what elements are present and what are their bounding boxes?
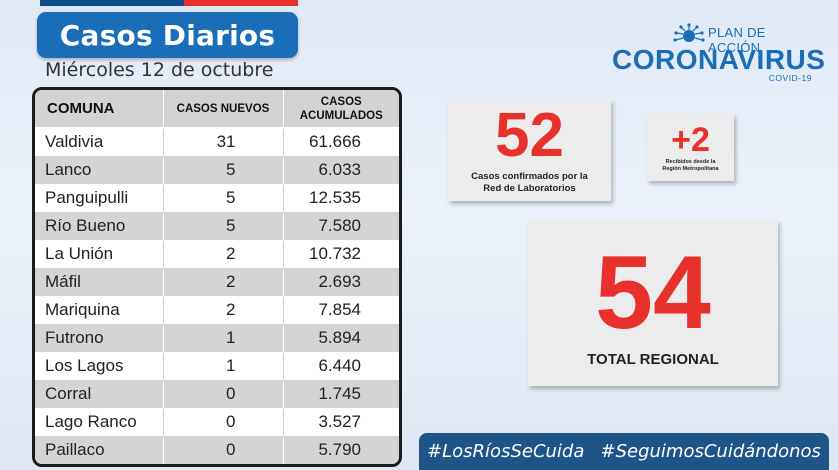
hashtag-losrios: #LosRíosSeCuida: [427, 441, 585, 462]
cell-comuna: Mariquina: [35, 296, 164, 325]
cell-casos-nuevos: 5: [163, 212, 284, 241]
flag-red: [184, 0, 298, 6]
hashtag-bar: #LosRíosSeCuida #SeguimosCuidándonos: [419, 433, 829, 470]
cell-comuna: Los Lagos: [35, 352, 164, 381]
cell-comuna: Lago Ranco: [35, 408, 164, 437]
cell-comuna: Futrono: [35, 324, 164, 353]
coronavirus-logo: PLAN DE ACCIÓN CORONAVIRUS COVID-19: [612, 22, 825, 84]
cell-casos-nuevos: 0: [163, 436, 284, 464]
cell-casos-acumulados: 5.894: [283, 324, 399, 353]
cell-casos-acumulados: 12.535: [283, 184, 399, 213]
rm-cases-card: +2 Recibidos desde la Región Metropolita…: [647, 114, 734, 181]
rm-caption-line-1: Recibidos desde la: [665, 158, 716, 165]
lab-caption-line-1: Casos confirmados por la: [471, 170, 588, 182]
cell-casos-nuevos: 5: [163, 156, 284, 185]
cell-comuna: Paillaco: [35, 436, 164, 464]
title-banner: Casos Diarios: [37, 12, 298, 58]
cell-casos-acumulados: 7.854: [283, 296, 399, 325]
table-row: Paillaco 0 5.790: [35, 436, 399, 464]
cell-casos-nuevos: 1: [163, 324, 284, 353]
logo-covid-text: COVID-19: [768, 73, 812, 83]
cell-casos-acumulados: 10.732: [283, 240, 399, 269]
flag-blue: [40, 0, 185, 6]
flag-strip: [40, 0, 298, 6]
lab-cases-value: 52: [495, 100, 564, 170]
header-comuna: COMUNA: [35, 90, 164, 129]
table-row: Mariquina 2 7.854: [35, 296, 399, 325]
cell-casos-nuevos: 2: [163, 296, 284, 325]
cell-casos-nuevos: 2: [163, 268, 284, 297]
cell-casos-acumulados: 7.580: [283, 212, 399, 241]
table-row: Lanco 5 6.033: [35, 156, 399, 185]
cell-casos-acumulados: 6.440: [283, 352, 399, 381]
cell-casos-nuevos: 1: [163, 352, 284, 381]
cell-comuna: La Unión: [35, 240, 164, 269]
cell-comuna: Panguipulli: [35, 184, 164, 213]
cell-casos-nuevos: 0: [163, 380, 284, 409]
cell-casos-nuevos: 2: [163, 240, 284, 269]
cell-comuna: Lanco: [35, 156, 164, 185]
header-acumulados-line-1: CASOS: [320, 95, 362, 108]
rm-cases-value: +2: [671, 120, 710, 159]
hashtag-seguimos: #SeguimosCuidándonos: [600, 441, 821, 462]
cell-casos-nuevos: 0: [163, 408, 284, 437]
cell-comuna: Río Bueno: [35, 212, 164, 241]
cell-casos-acumulados: 5.790: [283, 436, 399, 464]
cell-comuna: Valdivia: [35, 128, 164, 157]
total-cases-card: 54 TOTAL REGIONAL: [528, 220, 778, 386]
table-row: Lago Ranco 0 3.527: [35, 408, 399, 437]
table-row: La Unión 2 10.732: [35, 240, 399, 269]
lab-caption-line-2: Red de Laboratorios: [483, 182, 576, 194]
page-title: Casos Diarios: [59, 18, 276, 52]
cell-casos-acumulados: 3.527: [283, 408, 399, 437]
header-casos-acumulados: CASOS ACUMULADOS: [283, 90, 399, 129]
table-row: Corral 0 1.745: [35, 380, 399, 409]
rm-cases-caption: Recibidos desde la Región Metropolitana: [662, 159, 718, 173]
virus-burst-icon: [673, 23, 705, 42]
cell-casos-acumulados: 1.745: [283, 380, 399, 409]
logo-coronavirus-text: CORONAVIRUS: [612, 44, 826, 75]
total-cases-caption: TOTAL REGIONAL: [587, 350, 719, 368]
report-date: Miércoles 12 de octubre: [45, 59, 274, 81]
cell-casos-nuevos: 31: [163, 128, 284, 157]
lab-cases-caption: Casos confirmados por la Red de Laborato…: [471, 171, 588, 195]
total-cases-value: 54: [595, 234, 711, 351]
header-acumulados-line-2: ACUMULADOS: [299, 109, 383, 122]
table-row: Río Bueno 5 7.580: [35, 212, 399, 241]
cell-casos-acumulados: 6.033: [283, 156, 399, 185]
rm-caption-line-2: Región Metropolitana: [662, 165, 719, 172]
table-row: Valdivia 31 61.666: [35, 128, 399, 157]
cases-table: COMUNA CASOS NUEVOS CASOS ACUMULADOS Val…: [32, 87, 402, 467]
cell-casos-acumulados: 61.666: [283, 128, 399, 157]
table-header-row: COMUNA CASOS NUEVOS CASOS ACUMULADOS: [35, 90, 399, 129]
cell-casos-nuevos: 5: [163, 184, 284, 213]
table-row: Panguipulli 5 12.535: [35, 184, 399, 213]
table-row: Futrono 1 5.894: [35, 324, 399, 353]
logo-plan-text: PLAN DE ACCIÓN: [708, 25, 766, 55]
cell-casos-acumulados: 2.693: [283, 268, 399, 297]
cell-comuna: Máfil: [35, 268, 164, 297]
header-casos-nuevos: CASOS NUEVOS: [163, 90, 284, 129]
table-row: Los Lagos 1 6.440: [35, 352, 399, 381]
table-row: Máfil 2 2.693: [35, 268, 399, 297]
lab-cases-card: 52 Casos confirmados por la Red de Labor…: [448, 100, 611, 201]
cell-comuna: Corral: [35, 380, 164, 409]
